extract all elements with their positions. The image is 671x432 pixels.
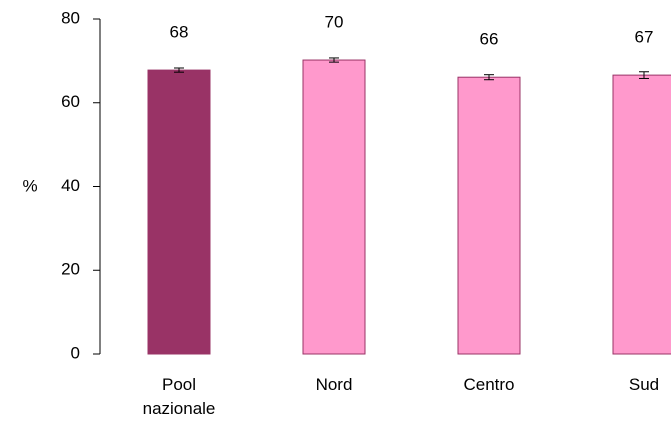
bar <box>612 74 671 355</box>
bar <box>147 69 211 355</box>
y-tick-label: 60 <box>61 92 80 111</box>
y-axis-label: % <box>22 176 37 195</box>
data-label: 66 <box>480 30 499 49</box>
bar <box>457 76 521 355</box>
y-tick-label: 80 <box>61 8 80 27</box>
bar <box>302 59 366 355</box>
data-label: 70 <box>325 13 344 32</box>
x-tick-label: Centro <box>463 375 514 394</box>
y-tick-label: 20 <box>61 260 80 279</box>
data-label: 68 <box>170 23 189 42</box>
x-tick-label: Nord <box>316 375 353 394</box>
x-tick-label: Pool nazionale <box>143 375 216 418</box>
data-label: 67 <box>635 28 654 47</box>
y-tick-label: 0 <box>71 343 80 362</box>
y-tick-label: 40 <box>61 176 80 195</box>
x-tick-label: Sud <box>629 375 659 394</box>
